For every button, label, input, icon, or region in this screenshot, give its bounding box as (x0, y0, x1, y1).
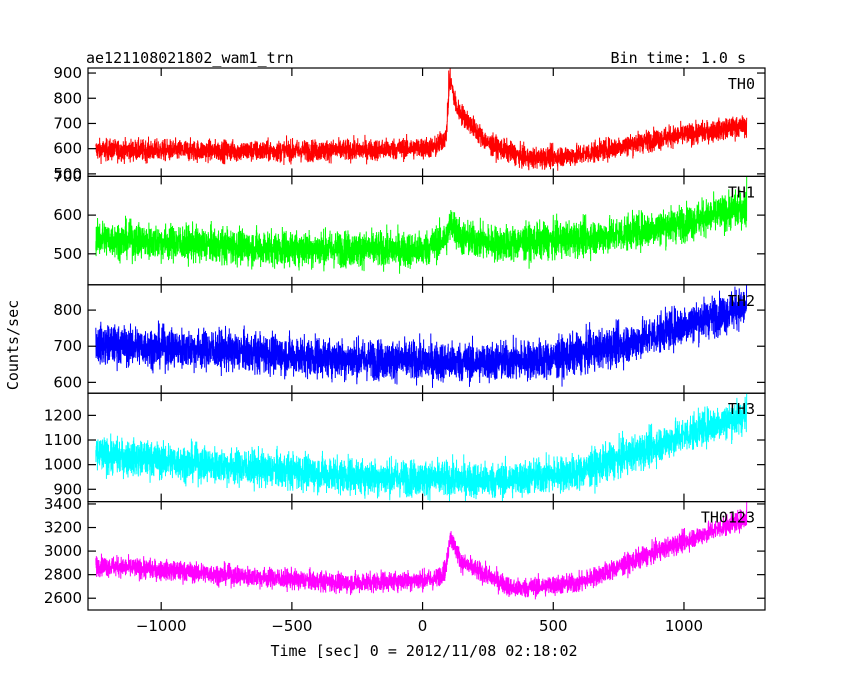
chart-subtitle: Bin time: 1.0 s (611, 49, 746, 67)
panel-label: TH3 (728, 400, 755, 418)
x-tick-label: −500 (271, 617, 312, 635)
series-line-th2 (95, 284, 748, 388)
y-tick-label: 700 (53, 114, 82, 132)
panel-label: TH0 (728, 75, 755, 93)
y-tick-label: 600 (53, 373, 82, 391)
panel-label: TH1 (728, 183, 755, 201)
y-tick-label: 900 (53, 480, 82, 498)
y-tick-label: 700 (53, 337, 82, 355)
y-tick-label: 3400 (44, 495, 82, 513)
x-tick-label: −1000 (136, 617, 187, 635)
panel-th2: 600 700 800 TH2 (53, 284, 766, 394)
panel-frame (87, 501, 766, 611)
panel-th0: 500 600 700 800 900 TH0 (53, 64, 766, 183)
y-tick-label: 500 (53, 245, 82, 263)
y-tick-label: 1200 (44, 406, 82, 424)
panel-label: TH0123 (701, 509, 755, 527)
y-tick-label: 3200 (44, 519, 82, 537)
y-tick-label: 900 (53, 64, 82, 82)
x-tick-label: 1000 (665, 617, 703, 635)
chart-title: ae121108021802_wam1_trn (86, 49, 294, 67)
y-axis-label: Counts/sec (4, 300, 22, 390)
panel-th3: 900 1000 1100 1200 TH3 (44, 392, 766, 503)
y-tick-label: 2800 (44, 566, 82, 584)
series-line-th3 (95, 393, 748, 502)
panel-label: TH2 (728, 292, 755, 310)
y-tick-label: 2600 (44, 589, 82, 607)
panels-group: 500 600 700 800 900 TH0 500 600 700 TH1 600 700 800 T… (44, 64, 766, 635)
x-axis-label: Time [sec] 0 = 2012/11/08 02:18:02 (270, 642, 577, 660)
panel-th0123: 2600 2800 3000 3200 3400 TH0123 (44, 495, 766, 611)
series-line-th0 (95, 68, 748, 171)
x-tick-label: 0 (418, 617, 428, 635)
y-tick-label: 500 (53, 165, 82, 183)
series-line-th1 (95, 176, 748, 274)
y-tick-label: 700 (53, 167, 82, 185)
y-tick-label: 800 (53, 89, 82, 107)
panel-frame (87, 67, 766, 178)
series-line-th0123 (95, 501, 748, 600)
y-tick-label: 600 (53, 206, 82, 224)
x-tick-label: 500 (539, 617, 568, 635)
panel-th1: 500 600 700 TH1 (53, 167, 766, 286)
y-tick-label: 600 (53, 140, 82, 158)
y-tick-label: 800 (53, 301, 82, 319)
y-tick-label: 1100 (44, 431, 82, 449)
y-tick-label: 3000 (44, 542, 82, 560)
y-tick-label: 1000 (44, 456, 82, 474)
